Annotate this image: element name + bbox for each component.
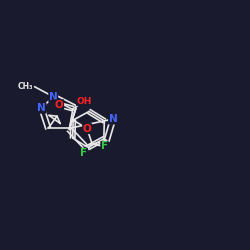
Text: O: O: [83, 124, 92, 134]
Text: N: N: [109, 114, 118, 124]
Text: OH: OH: [76, 96, 92, 106]
Text: CH₃: CH₃: [18, 82, 33, 91]
Text: O: O: [55, 100, 64, 110]
Text: N: N: [49, 92, 58, 102]
Text: F: F: [101, 142, 108, 152]
Text: F: F: [80, 148, 88, 158]
Text: N: N: [37, 103, 46, 113]
